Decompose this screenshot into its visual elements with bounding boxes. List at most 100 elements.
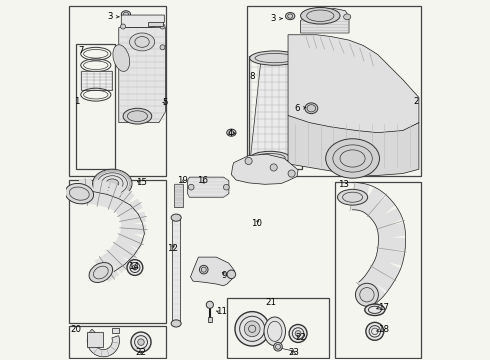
Polygon shape bbox=[191, 257, 234, 286]
Ellipse shape bbox=[338, 189, 368, 205]
Ellipse shape bbox=[206, 301, 214, 309]
Ellipse shape bbox=[129, 33, 155, 51]
Polygon shape bbox=[79, 179, 94, 205]
Ellipse shape bbox=[132, 265, 137, 270]
Ellipse shape bbox=[188, 184, 194, 190]
Polygon shape bbox=[208, 317, 212, 321]
Ellipse shape bbox=[227, 129, 236, 136]
Ellipse shape bbox=[93, 169, 132, 198]
Polygon shape bbox=[371, 256, 401, 279]
Bar bbox=[69, 180, 166, 323]
Ellipse shape bbox=[250, 151, 290, 164]
Ellipse shape bbox=[227, 270, 236, 279]
Text: 7: 7 bbox=[78, 46, 84, 55]
Polygon shape bbox=[188, 177, 229, 197]
Text: 22: 22 bbox=[295, 333, 306, 342]
Polygon shape bbox=[373, 208, 402, 231]
Text: 12: 12 bbox=[167, 244, 178, 253]
Polygon shape bbox=[360, 187, 384, 217]
Text: 3: 3 bbox=[270, 14, 275, 23]
Text: 18: 18 bbox=[378, 325, 389, 334]
Ellipse shape bbox=[121, 24, 125, 29]
Polygon shape bbox=[357, 274, 386, 303]
Polygon shape bbox=[300, 9, 349, 33]
Ellipse shape bbox=[245, 157, 252, 165]
Text: 23: 23 bbox=[289, 348, 300, 357]
Ellipse shape bbox=[138, 339, 144, 345]
Polygon shape bbox=[81, 71, 112, 90]
Ellipse shape bbox=[122, 11, 131, 18]
Text: 21: 21 bbox=[266, 298, 277, 307]
Polygon shape bbox=[95, 254, 119, 282]
Bar bbox=[248, 56, 302, 169]
Polygon shape bbox=[116, 199, 143, 221]
Ellipse shape bbox=[131, 332, 151, 352]
Text: 8: 8 bbox=[250, 72, 255, 81]
Ellipse shape bbox=[264, 317, 286, 346]
Polygon shape bbox=[87, 329, 120, 357]
Text: 4: 4 bbox=[227, 129, 233, 138]
Bar bbox=[69, 326, 166, 357]
Ellipse shape bbox=[123, 108, 152, 124]
Text: 16: 16 bbox=[196, 176, 208, 185]
Polygon shape bbox=[378, 237, 406, 251]
Ellipse shape bbox=[160, 24, 165, 29]
Polygon shape bbox=[172, 218, 180, 323]
Polygon shape bbox=[111, 238, 139, 262]
Polygon shape bbox=[365, 266, 394, 292]
Polygon shape bbox=[87, 332, 103, 347]
Polygon shape bbox=[90, 179, 109, 207]
Ellipse shape bbox=[343, 14, 351, 20]
Bar bbox=[69, 6, 166, 176]
Polygon shape bbox=[250, 58, 300, 158]
Text: 14: 14 bbox=[128, 262, 140, 271]
Text: 17: 17 bbox=[378, 303, 389, 312]
Ellipse shape bbox=[89, 262, 113, 283]
Polygon shape bbox=[288, 116, 419, 176]
Bar bbox=[227, 298, 329, 357]
Ellipse shape bbox=[288, 170, 295, 177]
Polygon shape bbox=[375, 247, 405, 266]
Ellipse shape bbox=[223, 184, 229, 190]
Polygon shape bbox=[377, 223, 406, 239]
Ellipse shape bbox=[326, 139, 379, 178]
Text: 20: 20 bbox=[71, 325, 82, 334]
Polygon shape bbox=[117, 229, 145, 249]
Ellipse shape bbox=[245, 321, 260, 337]
Ellipse shape bbox=[235, 312, 270, 346]
Text: 9: 9 bbox=[221, 270, 227, 279]
Ellipse shape bbox=[355, 283, 378, 306]
Bar bbox=[76, 44, 115, 169]
Ellipse shape bbox=[270, 164, 277, 171]
Ellipse shape bbox=[274, 342, 282, 351]
Text: 22: 22 bbox=[136, 348, 147, 357]
Ellipse shape bbox=[365, 304, 385, 316]
Polygon shape bbox=[350, 183, 369, 212]
Text: 3: 3 bbox=[107, 12, 112, 21]
Text: 11: 11 bbox=[216, 307, 226, 316]
Ellipse shape bbox=[305, 103, 318, 114]
Ellipse shape bbox=[113, 45, 130, 71]
Polygon shape bbox=[288, 35, 419, 139]
Polygon shape bbox=[121, 223, 147, 235]
Polygon shape bbox=[120, 212, 146, 226]
Text: 19: 19 bbox=[177, 176, 188, 185]
Polygon shape bbox=[103, 247, 130, 273]
Ellipse shape bbox=[171, 214, 181, 221]
Polygon shape bbox=[112, 328, 120, 333]
Polygon shape bbox=[174, 184, 183, 207]
Ellipse shape bbox=[127, 260, 143, 275]
Polygon shape bbox=[148, 22, 163, 26]
Ellipse shape bbox=[286, 13, 295, 20]
Text: 5: 5 bbox=[163, 98, 168, 107]
Ellipse shape bbox=[289, 324, 307, 342]
Polygon shape bbox=[119, 28, 166, 123]
Bar bbox=[247, 6, 421, 176]
Polygon shape bbox=[102, 183, 123, 211]
Ellipse shape bbox=[65, 184, 94, 204]
Text: 6: 6 bbox=[294, 104, 300, 113]
Ellipse shape bbox=[295, 330, 301, 336]
Text: 1: 1 bbox=[74, 96, 80, 105]
Text: 15: 15 bbox=[136, 178, 147, 187]
Ellipse shape bbox=[171, 320, 181, 327]
